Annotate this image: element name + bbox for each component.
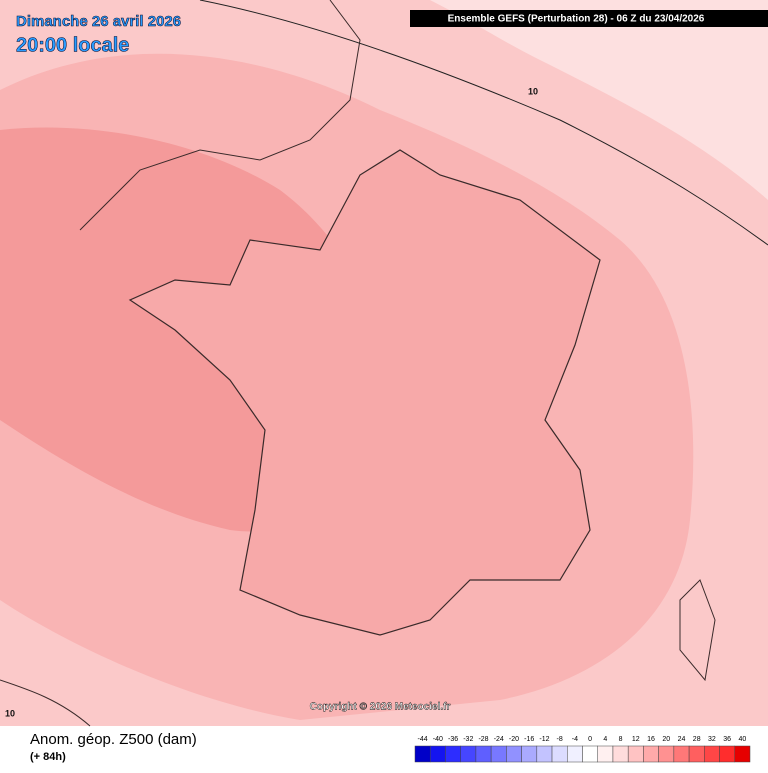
scale-label: 16 bbox=[647, 736, 655, 743]
scale-label: -40 bbox=[433, 736, 443, 743]
scale-swatch bbox=[475, 745, 492, 763]
scale-label: 8 bbox=[619, 736, 623, 743]
scale-swatch bbox=[582, 745, 598, 763]
copyright: Copyright © 2026 Meteociel.fr bbox=[310, 702, 451, 713]
scale-swatch bbox=[521, 745, 538, 763]
map: 10 10 Copyright © 2026 Meteociel.fr bbox=[0, 0, 768, 727]
scale-label: 0 bbox=[588, 736, 592, 743]
scale-label: 24 bbox=[678, 736, 686, 743]
scale-label: 32 bbox=[708, 736, 716, 743]
scale-label: 12 bbox=[632, 736, 640, 743]
scale-label: 20 bbox=[662, 736, 670, 743]
scale-swatch bbox=[567, 745, 583, 763]
scale-label: -8 bbox=[557, 736, 563, 743]
color-scale: -44 -40 -36 -32 -28 -24 -20 -16 -12 -8 -4 0 4 8 12 16 20… bbox=[414, 736, 751, 763]
scale-swatch bbox=[551, 745, 568, 763]
scale-label: 40 bbox=[738, 736, 746, 743]
scale-swatch bbox=[658, 745, 675, 763]
scale-label: -20 bbox=[509, 736, 519, 743]
scale-label: -44 bbox=[418, 736, 428, 743]
contour-label: 10 bbox=[528, 86, 538, 96]
model-banner bbox=[410, 10, 768, 27]
model-label: Ensemble GEFS (Perturbation 28) - 06 Z d… bbox=[448, 14, 705, 25]
scale-swatch bbox=[460, 745, 477, 763]
scale-swatch bbox=[673, 745, 690, 763]
scale-swatch bbox=[429, 745, 446, 763]
scale-label: 28 bbox=[693, 736, 701, 743]
scale-swatch bbox=[536, 745, 553, 763]
scale-swatch bbox=[445, 745, 461, 763]
scale-swatch bbox=[414, 745, 431, 763]
date-label: Dimanche 26 avril 2026 bbox=[16, 13, 181, 30]
scale-label: -36 bbox=[448, 736, 458, 743]
scale-swatch bbox=[490, 745, 507, 763]
scale-label: -12 bbox=[539, 736, 549, 743]
scale-label: -24 bbox=[494, 736, 504, 743]
scale-swatch bbox=[597, 745, 614, 763]
scale-swatch bbox=[688, 745, 705, 763]
contour-label: 10 bbox=[5, 708, 15, 718]
scale-label: 36 bbox=[723, 736, 731, 743]
lead-time: (+ 84h) bbox=[30, 751, 66, 763]
france-outline bbox=[128, 149, 601, 636]
scale-label: -32 bbox=[463, 736, 473, 743]
scale-swatch bbox=[612, 745, 629, 763]
scale-swatch bbox=[506, 745, 522, 763]
scale-swatch bbox=[734, 745, 751, 763]
scale-label: -28 bbox=[478, 736, 488, 743]
scale-swatch bbox=[627, 745, 644, 763]
scale-swatch bbox=[719, 745, 736, 763]
scale-swatch bbox=[643, 745, 659, 763]
scale-label: -16 bbox=[524, 736, 534, 743]
time-label: 20:00 locale bbox=[16, 34, 129, 56]
scale-label: 4 bbox=[603, 736, 607, 743]
scale-label: -4 bbox=[572, 736, 578, 743]
scale-swatch bbox=[704, 745, 720, 763]
legend-title: Anom. géop. Z500 (dam) bbox=[30, 731, 197, 748]
